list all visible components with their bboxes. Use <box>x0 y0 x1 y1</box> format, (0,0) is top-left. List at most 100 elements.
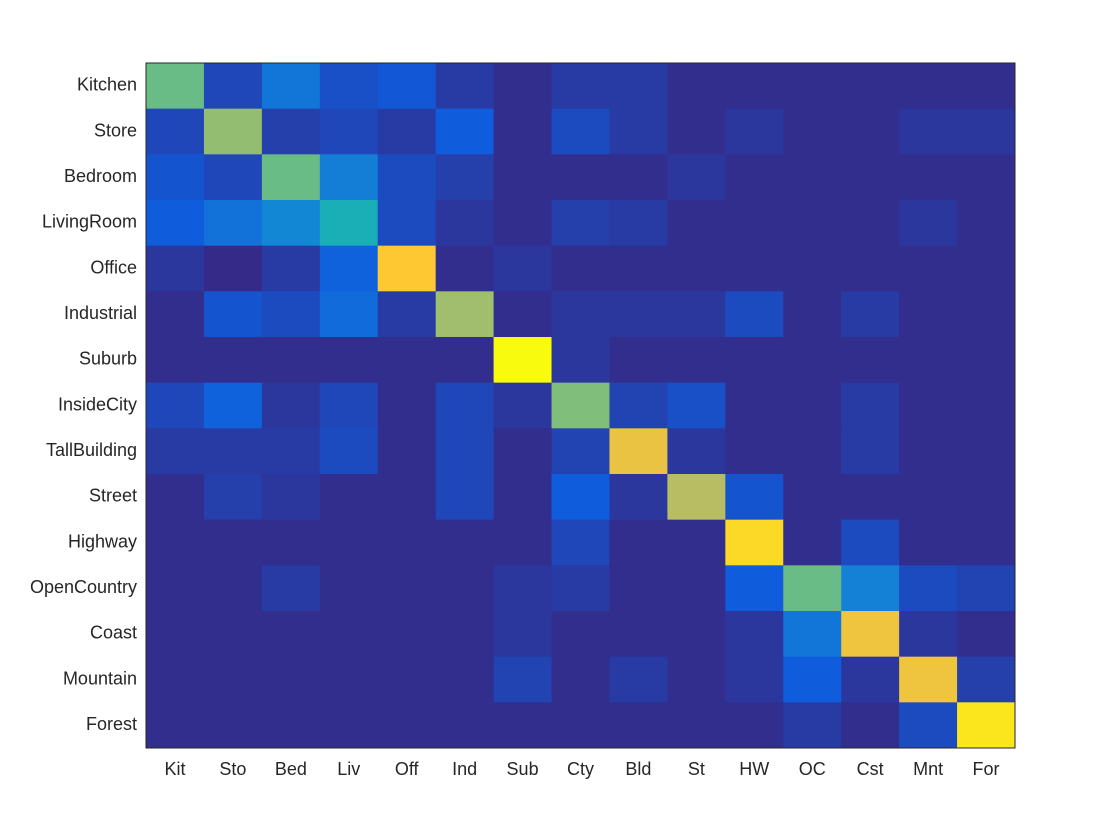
heatmap-cell <box>899 656 958 703</box>
heatmap-cell <box>783 245 842 292</box>
heatmap-cell <box>493 108 553 155</box>
heatmap-cell <box>261 611 321 658</box>
heatmap-cell <box>493 656 553 703</box>
heatmap-cell <box>899 154 958 201</box>
heatmap-cell <box>435 154 495 201</box>
heatmap-cell <box>203 428 263 475</box>
heatmap-cell <box>146 702 205 749</box>
heatmap-cell <box>551 702 610 749</box>
heatmap-cell <box>377 656 437 703</box>
heatmap-cell <box>493 428 553 475</box>
heatmap-cell <box>957 565 1016 612</box>
y-tick-label: Coast <box>90 623 137 643</box>
heatmap-cell <box>899 63 958 110</box>
heatmap-cell <box>435 611 495 658</box>
heatmap-cell <box>493 382 553 429</box>
x-tick-label: Sto <box>219 759 246 779</box>
heatmap-cell <box>551 245 610 292</box>
y-tick-label: Bedroom <box>64 166 137 186</box>
heatmap-cell <box>609 108 668 155</box>
x-tick-label: St <box>688 759 705 779</box>
heatmap-cell <box>435 382 495 429</box>
x-tick-label: Off <box>395 759 420 779</box>
heatmap-cell <box>377 337 437 384</box>
heatmap-cell <box>667 565 726 612</box>
heatmap-cell <box>203 245 263 292</box>
y-tick-label: Highway <box>68 531 137 551</box>
heatmap-cell <box>319 519 379 566</box>
heatmap-cell <box>551 63 610 110</box>
heatmap-cell <box>319 200 379 247</box>
heatmap-cell <box>319 474 379 521</box>
heatmap-cell <box>899 702 958 749</box>
heatmap-cell <box>899 474 958 521</box>
heatmap-cell <box>435 337 495 384</box>
heatmap-cell <box>261 108 321 155</box>
heatmap-cell <box>261 291 321 338</box>
heatmap-cell <box>261 474 321 521</box>
heatmap-cell <box>319 337 379 384</box>
heatmap-cell <box>493 474 553 521</box>
heatmap-cell <box>725 611 784 658</box>
heatmap-cell <box>203 382 263 429</box>
heatmap-cell <box>609 519 668 566</box>
heatmap-cell <box>609 656 668 703</box>
heatmap-cell <box>841 519 900 566</box>
heatmap-cell <box>841 428 900 475</box>
heatmap-cell <box>957 519 1016 566</box>
heatmap-cell <box>725 291 784 338</box>
heatmap-cell <box>667 656 726 703</box>
heatmap-cell <box>841 337 900 384</box>
heatmap-cell <box>377 474 437 521</box>
heatmap-cell <box>899 245 958 292</box>
heatmap-cell <box>551 611 610 658</box>
heatmap-cell <box>609 702 668 749</box>
heatmap-cell <box>551 154 610 201</box>
heatmap-cell <box>899 291 958 338</box>
y-tick-label: LivingRoom <box>42 212 137 232</box>
heatmap-cell <box>957 200 1016 247</box>
heatmap-cell <box>493 337 553 384</box>
x-tick-label: Mnt <box>913 759 943 779</box>
heatmap-cell <box>203 611 263 658</box>
heatmap-cell <box>841 291 900 338</box>
heatmap-cell <box>203 474 263 521</box>
heatmap-cell <box>957 337 1016 384</box>
heatmap-cell <box>146 108 205 155</box>
heatmap-cell <box>899 108 958 155</box>
heatmap-cell <box>899 565 958 612</box>
heatmap-cell <box>203 291 263 338</box>
heatmap-cell <box>203 519 263 566</box>
y-tick-label: Street <box>89 486 137 506</box>
heatmap-cell <box>146 245 205 292</box>
heatmap-cell <box>667 200 726 247</box>
heatmap-cell <box>609 63 668 110</box>
heatmap-cell <box>261 337 321 384</box>
heatmap-cell <box>551 382 610 429</box>
y-tick-label: Store <box>94 120 137 140</box>
heatmap-cell <box>203 63 263 110</box>
heatmap-cell <box>609 245 668 292</box>
heatmap-cell <box>899 519 958 566</box>
heatmap-cell <box>667 519 726 566</box>
heatmap-cell <box>725 519 784 566</box>
heatmap-cell <box>783 428 842 475</box>
heatmap-cell <box>667 63 726 110</box>
heatmap-cell <box>783 154 842 201</box>
heatmap-cell <box>551 474 610 521</box>
x-tick-label: For <box>973 759 1000 779</box>
heatmap-cell <box>551 428 610 475</box>
heatmap-cell <box>725 382 784 429</box>
heatmap-cell <box>319 245 379 292</box>
y-tick-label: InsideCity <box>58 394 137 414</box>
heatmap-cell <box>899 200 958 247</box>
heatmap-cell <box>667 291 726 338</box>
x-tick-label: Sub <box>507 759 539 779</box>
heatmap-cell <box>725 337 784 384</box>
heatmap-cell <box>319 565 379 612</box>
heatmap-cell <box>783 702 842 749</box>
heatmap-cell <box>377 154 437 201</box>
heatmap-cell <box>146 428 205 475</box>
heatmap-cell <box>841 382 900 429</box>
heatmap-cell <box>899 337 958 384</box>
